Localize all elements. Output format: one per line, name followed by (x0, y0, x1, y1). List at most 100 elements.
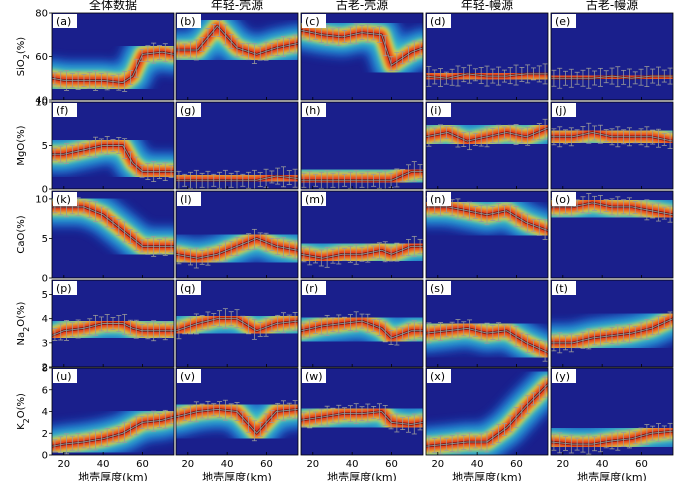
panel-label-box (427, 103, 451, 117)
panel-label-box (53, 281, 77, 295)
panel-frame (425, 12, 549, 101)
panel-label-box (177, 14, 201, 28)
ytick-label: 40 (35, 96, 48, 107)
panel-label: (k) (56, 193, 71, 206)
panel-frame (425, 190, 549, 279)
panel-label: (v) (180, 370, 195, 383)
panel-label: (d) (430, 15, 446, 28)
heatmap-panel-p (52, 280, 174, 367)
panel-frame (175, 279, 299, 368)
panel-label: (f) (56, 104, 68, 117)
panel-frame (175, 190, 299, 279)
ytick-label: 0 (42, 185, 48, 196)
ytick-label: 6 (42, 385, 48, 396)
xtick-label: 60 (385, 459, 398, 470)
median-line (301, 245, 423, 259)
xtick-label: 20 (181, 459, 194, 470)
panel-label-box (177, 369, 201, 383)
panel-label-box (302, 192, 326, 206)
panel-label: (g) (180, 104, 196, 117)
panel-label-box (552, 14, 576, 28)
column-title-4: 年轻-幔源 (461, 0, 513, 12)
xtick-label: 60 (510, 459, 523, 470)
panel-label: (l) (180, 193, 192, 206)
panel-frame (425, 101, 549, 190)
ytick-label: 60 (35, 52, 48, 63)
panel-frame (51, 279, 175, 368)
panel-label-box (427, 14, 451, 28)
row-ylabel-4: Na2O(%) (16, 301, 31, 345)
ytick-label: 10 (35, 98, 48, 109)
heatmap-panel-t (551, 280, 673, 367)
xtick-label: 60 (635, 459, 648, 470)
panel-label-box (552, 103, 576, 117)
median-line (52, 145, 174, 173)
column-title-1: 全体数据 (89, 0, 137, 12)
panel-label-box (552, 369, 576, 383)
xtick-label: 20 (306, 459, 319, 470)
panel-label: (x) (430, 370, 445, 383)
panel-frame (550, 367, 674, 456)
panel-frame (300, 12, 424, 101)
panel-label: (c) (305, 15, 320, 28)
median-line (301, 410, 423, 426)
panel-label: (p) (56, 282, 72, 295)
heatmap-panel-b (176, 13, 298, 100)
xtick-label: 40 (471, 459, 484, 470)
row-ylabel-1: SiO2(%) (16, 37, 31, 76)
ytick-label: 5 (42, 141, 48, 152)
panel-label-box (302, 103, 326, 117)
ytick-label: 0 (42, 274, 48, 285)
ytick-label: 5 (42, 234, 48, 245)
panel-label-box (552, 281, 576, 295)
panel-frame (175, 367, 299, 456)
ytick-label: 10 (35, 194, 48, 205)
panel-label-box (177, 192, 201, 206)
panel-label: (o) (555, 193, 570, 206)
median-line (52, 323, 174, 337)
panel-frame (425, 367, 549, 456)
panel-label-box (302, 369, 326, 383)
panel-frame (425, 279, 549, 368)
panel-label: (q) (180, 282, 196, 295)
heatmap-panel-g (176, 102, 298, 189)
panel-grid: (a) (b) (c) (d) (e) (f) (g) (h) (i) (j) (k) (l) (m) (… (51, 12, 674, 456)
row-labels: SiO2(%)806040MgO(%)1050CaO(%)1050Na2O(%)… (16, 9, 52, 462)
panel-frame (300, 190, 424, 279)
panel-label: (r) (305, 282, 318, 295)
heatmap-panel-o (551, 191, 673, 278)
panel-frame (550, 190, 674, 279)
xtick-label: 20 (57, 459, 70, 470)
heatmap-panel-q (176, 280, 298, 367)
median-line (52, 206, 174, 247)
xtick-label: 40 (221, 459, 234, 470)
panel-label-box (177, 103, 201, 117)
panel-label-box (427, 192, 451, 206)
column-title-3: 古老-壳源 (336, 0, 388, 12)
panel-frame (51, 190, 175, 279)
panel-frame (300, 367, 424, 456)
panel-label-box (53, 14, 77, 28)
panel-frame (300, 101, 424, 190)
ytick-label: 3 (42, 338, 48, 349)
panel-label-box (177, 281, 201, 295)
ytick-label: 80 (35, 9, 48, 20)
x-axis-label-2: 地壳厚度(km) (202, 470, 272, 481)
ytick-label: 2 (42, 429, 48, 440)
x-axis-label-4: 地壳厚度(km) (452, 470, 522, 481)
panel-label-box (427, 369, 451, 383)
panel-label: (y) (555, 370, 570, 383)
panel-frame (175, 12, 299, 101)
ytick-label: 5 (42, 290, 48, 301)
median-line (301, 29, 423, 66)
xtick-label: 60 (136, 459, 149, 470)
panel-label: (a) (56, 15, 71, 28)
row-ylabel-3: CaO(%) (16, 215, 27, 253)
panel-frame (300, 279, 424, 368)
column-title-2: 年轻-壳源 (211, 0, 263, 12)
panel-label: (m) (305, 193, 324, 206)
column-titles: 全体数据 年轻-壳源 古老-壳源 年轻-幔源 古老-幔源 (89, 0, 638, 12)
x-axis-label-1: 地壳厚度(km) (78, 470, 148, 481)
x-axis-label-3: 地壳厚度(km) (327, 470, 397, 481)
